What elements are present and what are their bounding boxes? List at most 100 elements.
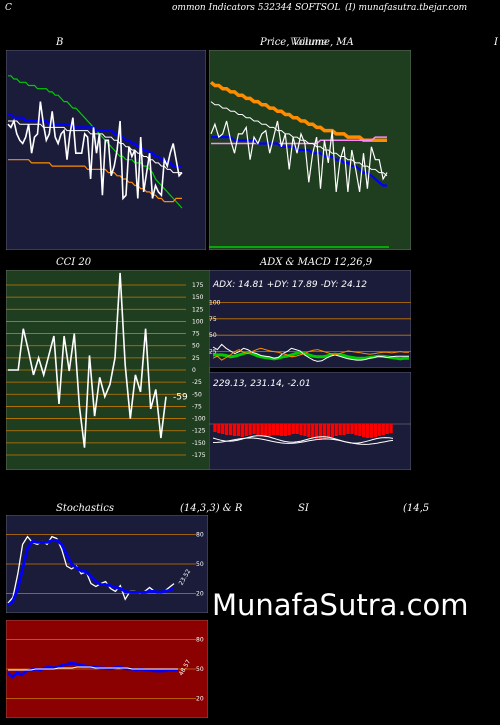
cci-tick-label: 125 xyxy=(192,306,204,313)
bollinger-lines xyxy=(7,75,183,209)
cci-tick-label: -175 xyxy=(192,452,206,459)
bollinger-bg xyxy=(6,50,206,250)
macd-bar xyxy=(326,424,331,438)
macd-bar xyxy=(358,424,362,436)
bollinger-close-line xyxy=(7,101,183,201)
rsi-tick-label: 80 xyxy=(196,637,204,644)
stoch-k-line xyxy=(7,535,175,604)
rsi-tick-label: 20 xyxy=(196,695,204,702)
edge-title: I xyxy=(494,37,498,48)
macd-bar xyxy=(334,424,338,436)
cci-line xyxy=(8,272,167,448)
macd-bar xyxy=(229,424,233,435)
cci-tick-label: -50 xyxy=(192,391,202,398)
adx-values: ADX: 14.81 +DY: 17.89 -DY: 24.12 xyxy=(212,280,367,290)
macd-bar xyxy=(354,424,358,435)
macd-bar xyxy=(365,424,370,438)
macd-bar xyxy=(338,424,342,435)
macd-bar xyxy=(319,424,323,440)
macd-bar xyxy=(299,424,303,435)
cci-tick-label: 0 xyxy=(192,367,196,374)
macd-bar xyxy=(272,424,276,435)
macd-panel: 229.13, 231.14, -2.01 xyxy=(209,372,411,470)
rsi-tick-label: 50 xyxy=(196,666,204,673)
bollinger-middle-close-line xyxy=(8,113,182,168)
price-ma-blue-line xyxy=(211,135,387,187)
stoch-title: Stochastics xyxy=(56,503,114,514)
macd-values: 229.13, 231.14, -2.01 xyxy=(213,379,311,389)
cci-tick-label: 175 xyxy=(192,282,204,289)
macd-bar xyxy=(225,424,229,435)
price-panel xyxy=(209,50,411,250)
cci-last-label: -59 xyxy=(173,393,188,403)
macd-bar xyxy=(373,424,377,437)
macd-bar xyxy=(236,424,241,436)
macd-bar xyxy=(315,424,319,439)
macd-bar xyxy=(221,424,225,434)
macd-bar xyxy=(217,424,221,433)
macd-bar xyxy=(244,424,248,436)
cci-panel: 175 150 125 100 75 50 25 0 -25 -50 -75 -100 -125 -150… xyxy=(6,270,210,470)
cci-tick-label: 50 xyxy=(192,343,200,350)
macd-bar xyxy=(295,424,299,434)
macd-bar xyxy=(283,424,287,436)
macd-bar xyxy=(264,424,268,437)
stoch-tick-label: 20 xyxy=(196,590,204,597)
adx-tick-label: 100 xyxy=(209,299,221,306)
si-params: (14,5 xyxy=(403,503,430,514)
cci-line: -59 xyxy=(8,272,188,448)
price-title-overlap: Volume xyxy=(290,37,328,48)
macd-bar xyxy=(268,424,272,436)
stoch-params: (14,3,3) & R xyxy=(180,503,243,514)
macd-bar xyxy=(346,424,350,434)
adx-lines xyxy=(212,343,409,362)
macd-bar xyxy=(256,424,260,435)
macd-bar xyxy=(260,424,264,436)
macd-bar xyxy=(232,424,237,436)
macd-bar xyxy=(252,424,256,434)
adx-tick-label: 25 xyxy=(209,349,217,356)
adx-tick-label: 75 xyxy=(209,316,217,323)
macd-signal-line xyxy=(212,437,394,445)
header-middle: ommon Indicators 532344 SOFTSOL xyxy=(172,3,341,13)
macd-bar xyxy=(385,424,389,434)
header-right: (I) munafasutra.tbejar.com xyxy=(345,3,468,13)
adx-panel: 100 75 50 25 ADX: 14.81 +DY: 17.89 -DY: 24.… xyxy=(209,270,411,368)
macd-bar xyxy=(362,424,366,437)
macd-bar xyxy=(311,424,315,438)
macd-bar xyxy=(213,424,217,432)
macd-bar xyxy=(307,424,311,437)
macd-bar xyxy=(350,424,354,434)
bollinger-panel xyxy=(6,50,206,250)
macd-bar xyxy=(389,424,393,433)
adx-title: ADX & MACD 12,26,9 xyxy=(260,257,373,268)
stoch-tick-label: 80 xyxy=(196,532,204,539)
cci-tick-label: -25 xyxy=(192,379,202,386)
header-left: C xyxy=(5,3,12,13)
stoch-d-line xyxy=(7,539,175,607)
price-price-line xyxy=(210,120,388,193)
macd-bar xyxy=(291,424,295,434)
macd-bar xyxy=(330,424,334,437)
macd-bar xyxy=(322,424,327,439)
cci-tick-label: 150 xyxy=(192,294,204,301)
stoch-tick-label: 50 xyxy=(196,561,204,568)
stoch-grid: 80 50 20 xyxy=(6,532,204,597)
macd-bar xyxy=(369,424,374,438)
macd-bar xyxy=(377,424,381,436)
price-title: Price, Volume, MA xyxy=(260,37,354,48)
macd-bars xyxy=(212,424,394,445)
price-ma-orange-line xyxy=(209,80,387,143)
cci-tick-label: -125 xyxy=(192,428,206,435)
price-lines xyxy=(209,80,388,193)
adx-dy-line xyxy=(212,343,409,362)
cci-tick-label: 75 xyxy=(192,331,200,338)
macd-bg xyxy=(209,372,411,470)
cci-title: CCI 20 xyxy=(56,257,92,268)
price-ma-white-line xyxy=(210,101,388,177)
si-title: SI xyxy=(298,503,309,514)
macd-bar xyxy=(279,424,284,436)
cci-tick-label: -75 xyxy=(192,403,202,410)
